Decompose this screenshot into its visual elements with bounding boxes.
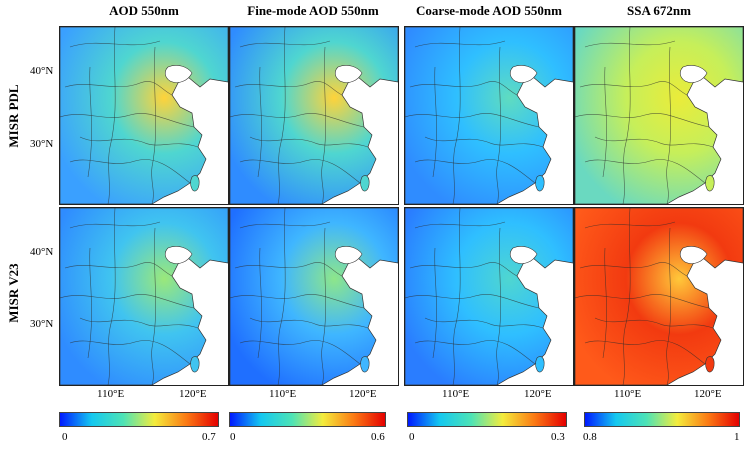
colorbar-fine-aod-max: 0.6 (371, 431, 385, 443)
colorbar-aod (59, 412, 219, 427)
map-panel-pdl-fine-aod (229, 26, 399, 205)
colorbar-ssa (584, 412, 740, 427)
colorbar-aod-min: 0 (62, 431, 68, 443)
lat-tick-40n-bottom: 40°N (30, 246, 54, 258)
lon-tick-120e-col3: 120°E (524, 388, 552, 400)
lon-tick-110e-col1: 110°E (97, 388, 125, 400)
colorbar-fine-aod (229, 412, 386, 427)
colorbar-aod-max: 0.7 (202, 431, 216, 443)
map-panel-v23-coarse-aod (404, 207, 574, 386)
lon-tick-120e-col2: 120°E (349, 388, 377, 400)
map-panel-pdl-coarse-aod (404, 26, 574, 205)
lat-tick-30n-bottom: 30°N (30, 318, 54, 330)
colorbar-coarse-aod-min: 0 (409, 431, 415, 443)
colorbar-coarse-aod (407, 412, 567, 427)
row-label-v23: MISR V23 (6, 263, 21, 323)
lon-tick-110e-col2: 110°E (269, 388, 297, 400)
colorbar-fine-aod-min: 0 (230, 431, 236, 443)
map-panel-v23-fine-aod (229, 207, 399, 386)
lon-tick-120e-col4: 120°E (694, 388, 722, 400)
colorbar-coarse-aod-max: 0.3 (551, 431, 565, 443)
lon-tick-110e-col3: 110°E (442, 388, 470, 400)
colorbar-ssa-max: 1 (734, 431, 740, 443)
column-title-ssa: SSA 672nm (627, 3, 691, 18)
map-panel-v23-aod (59, 207, 229, 386)
lat-tick-40n-top: 40°N (30, 65, 54, 77)
column-title-aod: AOD 550nm (109, 3, 179, 18)
lon-tick-120e-col1: 120°E (179, 388, 207, 400)
colorbar-ssa-min: 0.8 (583, 431, 597, 443)
row-label-pdl: MISR PDL (6, 84, 21, 148)
column-title-coarse-aod: Coarse-mode AOD 550nm (416, 3, 562, 18)
map-panel-pdl-aod (59, 26, 229, 205)
map-panel-pdl-ssa (574, 26, 744, 205)
lon-tick-110e-col4: 110°E (614, 388, 642, 400)
map-panel-v23-ssa (574, 207, 744, 386)
column-title-fine-aod: Fine-mode AOD 550nm (247, 3, 379, 18)
lat-tick-30n-top: 30°N (30, 138, 54, 150)
